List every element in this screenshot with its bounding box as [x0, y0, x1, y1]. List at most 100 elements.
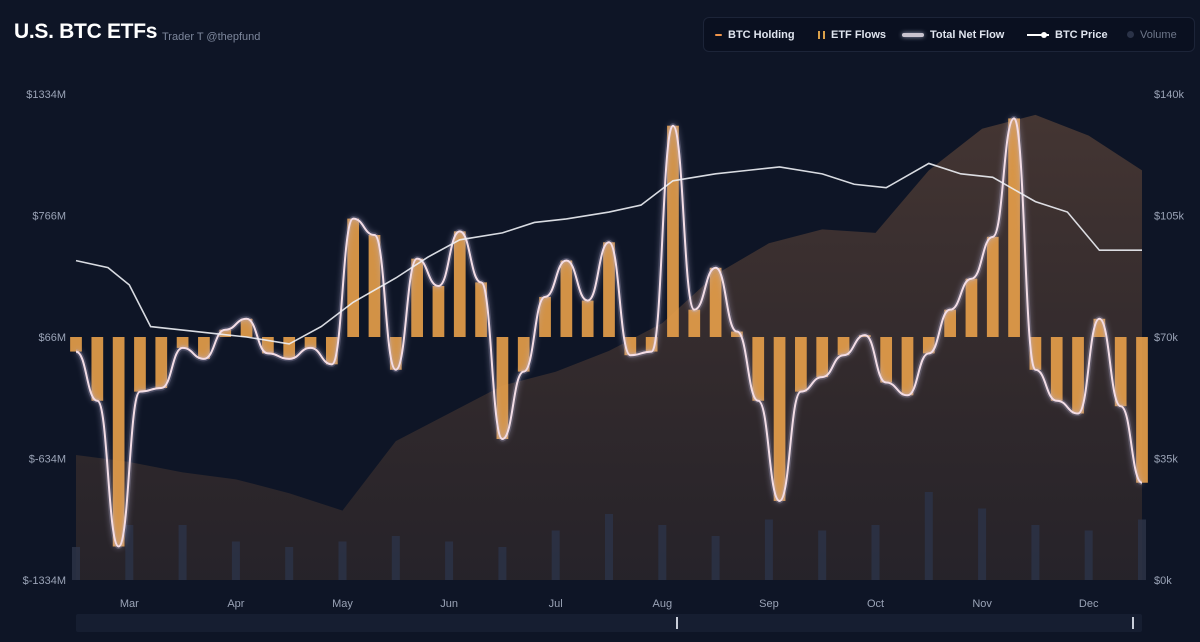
- x-tick-label: May: [332, 598, 353, 610]
- right-tick-label: $0k: [1154, 575, 1172, 587]
- legend-label: BTC Holding: [728, 28, 795, 41]
- etf-flow-bar: [1136, 337, 1148, 483]
- left-tick-label: $1334M: [26, 89, 66, 101]
- btc-holding-area: [76, 114, 1142, 580]
- etf-flow-bar: [517, 337, 530, 372]
- etf-flow-bar: [709, 267, 722, 337]
- right-axis: $140k $105k $70k $35k $0k: [1154, 89, 1184, 587]
- etf-flow-bar: [816, 337, 829, 378]
- volume-bar: [445, 541, 454, 580]
- legend-etf-flows[interactable]: ETF Flows: [818, 18, 886, 51]
- etf-flow-bar: [112, 337, 125, 547]
- etf-flow-bar: [198, 337, 210, 359]
- etf-flow-bar: [944, 309, 956, 337]
- right-tick-label: $140k: [1154, 89, 1184, 101]
- etf-flow-bar: [560, 260, 573, 337]
- etf-flow-bar: [624, 337, 637, 356]
- scrollbar-track[interactable]: [76, 614, 1142, 632]
- legend-label: ETF Flows: [831, 28, 886, 41]
- volume-bars: [72, 492, 1146, 580]
- etf-flow-bar: [496, 337, 509, 440]
- etf-flow-bar: [219, 329, 232, 337]
- etf-flow-bar: [1072, 337, 1084, 414]
- etf-flow-bar: [539, 296, 551, 337]
- etf-flow-bar: [91, 337, 104, 401]
- legend-btc-holding[interactable]: BTC Holding: [715, 18, 795, 51]
- etf-flow-bar: [965, 278, 978, 337]
- etf-flow-bar: [304, 337, 317, 348]
- etf-flow-bar: [837, 337, 850, 356]
- bars-icon: [818, 30, 825, 39]
- x-tick-label: Oct: [867, 598, 884, 610]
- volume-bar: [1031, 525, 1040, 580]
- volume-bar: [551, 530, 560, 580]
- legend: BTC Holding ETF Flows Total Net Flow BTC…: [703, 17, 1195, 52]
- legend-label: Volume: [1140, 28, 1177, 41]
- volume-bar: [818, 530, 827, 580]
- volume-bar: [125, 525, 134, 580]
- x-axis: Mar Apr May Jun Jul Aug Sep Oct Nov Dec: [120, 598, 1099, 610]
- chart-title: U.S. BTC ETFs: [14, 20, 158, 43]
- legend-volume[interactable]: Volume: [1127, 18, 1177, 51]
- etf-flow-bar: [1029, 337, 1042, 370]
- etf-flow-bar: [347, 218, 360, 337]
- x-tick-label: Apr: [227, 598, 244, 610]
- etf-flow-bar: [667, 125, 679, 338]
- etf-flow-bar: [901, 337, 914, 396]
- volume-bar: [1138, 519, 1146, 580]
- x-tick-label: Nov: [972, 598, 992, 610]
- x-tick-label: Sep: [759, 598, 779, 610]
- etf-flow-bar: [325, 337, 338, 365]
- left-tick-label: $-634M: [29, 454, 66, 466]
- net-flow-line: [74, 115, 1144, 549]
- volume-bar: [978, 508, 987, 580]
- x-tick-label: Mar: [120, 598, 139, 610]
- author-credit: Trader T @thepfund: [162, 31, 261, 43]
- scrollbar-handle-right[interactable]: [1132, 617, 1134, 629]
- btc-holding-area-shape: [76, 114, 1142, 580]
- net-flow-path: [75, 117, 1143, 548]
- etf-flow-bar: [176, 337, 189, 348]
- volume-bar: [72, 547, 80, 580]
- volume-bar: [764, 519, 773, 580]
- etf-flow-bar: [1050, 337, 1063, 401]
- etf-flow-bar: [1114, 337, 1127, 407]
- etf-flow-bar: [986, 236, 999, 337]
- etf-flow-bar: [432, 285, 445, 337]
- volume-bar: [605, 514, 613, 580]
- etf-flow-bar: [70, 337, 82, 352]
- etf-flow-bar: [922, 337, 935, 354]
- legend-total-net-flow[interactable]: Total Net Flow: [902, 18, 1004, 51]
- legend-btc-price[interactable]: BTC Price: [1027, 18, 1108, 51]
- etf-flow-bar: [795, 337, 807, 392]
- volume-bar: [1084, 530, 1093, 580]
- etf-flow-bar: [1093, 318, 1106, 337]
- etf-flow-bar: [411, 258, 423, 337]
- etf-flow-bar: [880, 337, 893, 383]
- range-scrollbar[interactable]: [76, 614, 1142, 632]
- volume-bar: [391, 536, 400, 580]
- btc-price-path: [75, 162, 1142, 345]
- etf-flow-bar: [581, 300, 594, 337]
- etf-flow-bar: [1008, 118, 1020, 337]
- etf-flow-bar: [262, 337, 274, 354]
- left-tick-label: $-1334M: [23, 575, 66, 587]
- dot-icon: [1127, 31, 1134, 38]
- etf-flow-bar: [453, 231, 466, 337]
- volume-bar: [498, 547, 507, 580]
- right-tick-label: $70k: [1154, 332, 1178, 344]
- legend-label: BTC Price: [1055, 28, 1108, 41]
- scrollbar-handle-left[interactable]: [676, 617, 678, 629]
- etf-flow-bar: [389, 337, 402, 370]
- etf-flow-bar: [731, 331, 743, 337]
- volume-bar: [231, 541, 240, 580]
- etf-flow-bar: [688, 309, 701, 337]
- volume-bar: [338, 541, 347, 580]
- etf-flow-bar: [155, 337, 168, 389]
- etf-flow-bar: [603, 242, 615, 337]
- etf-flow-bar: [368, 234, 381, 337]
- btc-price-line: [75, 162, 1142, 345]
- etf-flow-bars: [70, 118, 1148, 547]
- etf-flow-bar: [773, 337, 786, 501]
